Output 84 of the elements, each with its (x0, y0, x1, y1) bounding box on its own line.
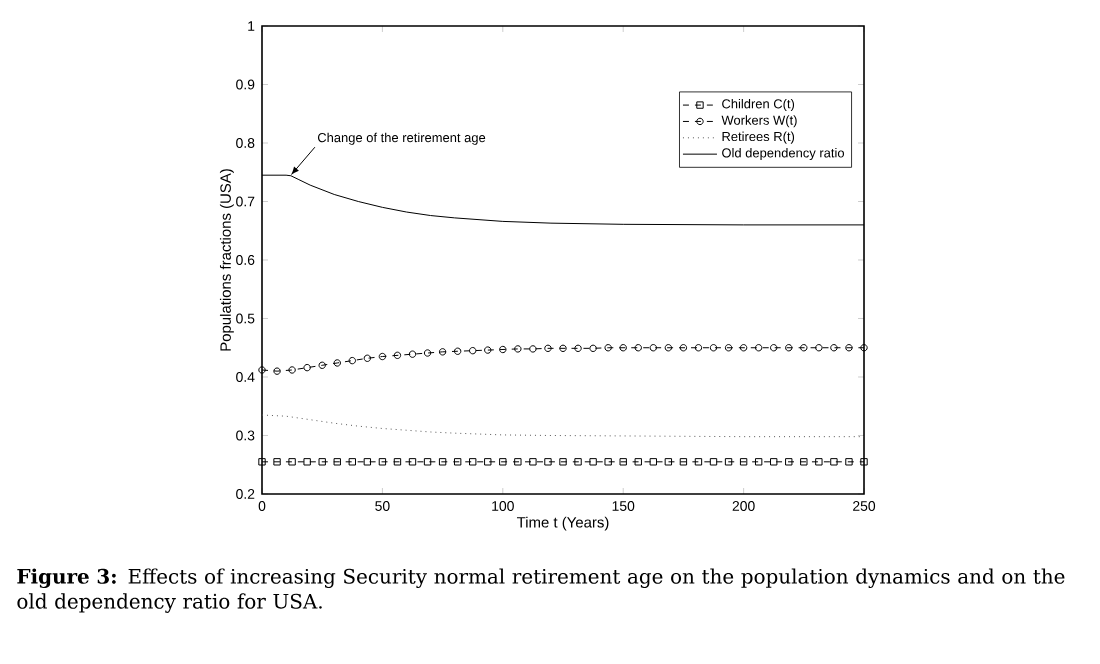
point (318, 361, 326, 369)
point (333, 359, 341, 367)
point (830, 458, 838, 466)
point (574, 458, 582, 466)
point (815, 344, 823, 352)
point (800, 458, 808, 466)
point (348, 458, 356, 466)
point (453, 347, 462, 355)
point (288, 458, 296, 466)
point (559, 344, 567, 353)
point (529, 458, 537, 466)
point (348, 356, 356, 365)
point (273, 458, 281, 466)
point (770, 344, 778, 352)
point (634, 458, 642, 466)
point (363, 458, 372, 466)
point (845, 344, 853, 352)
point (408, 350, 417, 358)
point (514, 345, 522, 353)
point (800, 344, 808, 352)
point (363, 354, 372, 362)
point (724, 458, 733, 466)
point (694, 344, 703, 352)
point (589, 458, 597, 466)
point (634, 344, 642, 352)
point (724, 344, 733, 352)
point (754, 458, 763, 466)
point (754, 344, 763, 352)
point (484, 346, 492, 354)
point (499, 345, 507, 354)
point (739, 458, 748, 466)
point (423, 458, 432, 466)
point (619, 344, 627, 352)
point (318, 458, 326, 466)
point (469, 458, 477, 466)
point (709, 458, 718, 466)
point (408, 458, 417, 466)
point (273, 367, 281, 375)
point (619, 458, 627, 466)
point (499, 458, 507, 466)
point (484, 458, 492, 466)
point (845, 458, 853, 466)
point (529, 345, 537, 353)
point (664, 458, 673, 466)
point (574, 344, 582, 353)
point (649, 344, 657, 352)
point (739, 344, 748, 352)
point (785, 344, 793, 352)
point (679, 458, 688, 466)
point (830, 344, 838, 352)
point (709, 344, 718, 352)
point (438, 348, 447, 356)
point (589, 344, 597, 353)
point (393, 351, 402, 360)
line-series (262, 414, 865, 438)
point (423, 349, 432, 357)
point (649, 458, 657, 466)
point (860, 344, 868, 352)
text: Figure 3: Effects of increasing Security normal retirement age on the population dynamics and on the old dependency ratio for USA. (17, 568, 1065, 613)
point (544, 344, 552, 353)
point (664, 344, 673, 352)
point (679, 344, 688, 352)
point (860, 458, 868, 466)
point (258, 366, 266, 374)
point (604, 458, 612, 466)
point (559, 458, 567, 466)
point (333, 458, 341, 466)
point (469, 346, 477, 355)
point (453, 458, 462, 466)
point (378, 352, 387, 361)
point (393, 458, 402, 466)
point (770, 458, 778, 466)
point (785, 458, 793, 466)
point (694, 458, 703, 466)
point (258, 458, 266, 466)
point (378, 458, 387, 466)
point (303, 458, 311, 466)
point (303, 363, 311, 372)
point (514, 458, 522, 466)
point (604, 344, 612, 352)
point (544, 458, 552, 466)
point (438, 458, 447, 466)
point (288, 366, 296, 374)
point (815, 458, 823, 466)
